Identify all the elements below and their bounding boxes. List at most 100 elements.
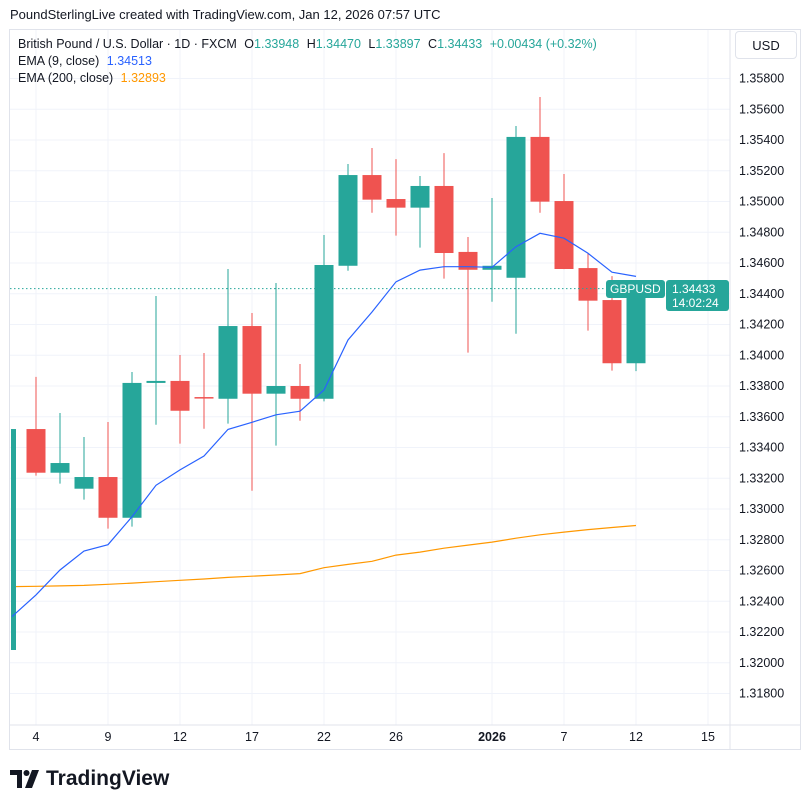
- candle-body: [146, 380, 166, 383]
- candle: [122, 372, 142, 527]
- candle-body: [410, 185, 430, 208]
- candle: [170, 354, 190, 444]
- candle-body: [578, 268, 598, 301]
- symbol-title[interactable]: British Pound / U.S. Dollar · 1D · FXCM: [18, 37, 237, 51]
- chart-credit: PoundSterlingLive created with TradingVi…: [10, 7, 441, 22]
- candle-body: [386, 199, 406, 208]
- change-value: +0.00434 (+0.32%): [489, 37, 597, 51]
- candle: [578, 253, 598, 331]
- candle-body: [626, 288, 646, 364]
- candle-body: [506, 136, 526, 278]
- candle: [530, 96, 550, 213]
- candle-body: [434, 185, 454, 254]
- candle: [194, 352, 214, 429]
- grid: [10, 30, 730, 725]
- x-tick-label: 12: [173, 730, 187, 744]
- y-tick-label: 1.33200: [739, 471, 784, 485]
- y-tick-label: 1.33600: [739, 410, 784, 424]
- ema9-line: [11, 232, 637, 618]
- candle: [50, 413, 70, 484]
- ema200-label: EMA (200, close): [18, 71, 114, 85]
- x-tick-label: 9: [105, 730, 112, 744]
- candle: [554, 173, 574, 270]
- ema9-value: 1.34513: [106, 54, 152, 68]
- y-tick-label: 1.32800: [739, 533, 784, 547]
- y-tick-label: 1.31800: [739, 687, 784, 701]
- ema200-line: [11, 524, 637, 588]
- candle: [266, 282, 286, 446]
- close-value: 1.34433: [437, 37, 483, 51]
- high-value: 1.34470: [315, 37, 361, 51]
- ema200-layer: [11, 524, 637, 588]
- candle-body: [194, 397, 214, 399]
- last-price: 1.34433: [672, 281, 716, 296]
- low-label: L: [368, 37, 376, 51]
- candle: [218, 268, 238, 424]
- candle: [458, 237, 478, 353]
- currency-button[interactable]: USD: [735, 31, 797, 59]
- candle-body: [602, 300, 622, 364]
- candle-body: [530, 136, 550, 202]
- candle: [11, 429, 16, 650]
- ema200-row[interactable]: EMA (200, close) 1.32893: [18, 70, 601, 87]
- tradingview-logo-icon: [10, 770, 39, 788]
- y-tick-label: 1.33000: [739, 502, 784, 516]
- candle-body: [98, 477, 118, 518]
- candle: [506, 126, 526, 334]
- y-tick-label: 1.33800: [739, 379, 784, 393]
- candle-body: [242, 326, 262, 394]
- y-tick-label: 1.32200: [739, 625, 784, 639]
- candle-body: [266, 386, 286, 394]
- candle: [386, 159, 406, 236]
- candle-body: [554, 201, 574, 269]
- candle: [362, 147, 382, 213]
- candle-body: [314, 264, 334, 399]
- candle: [338, 163, 358, 271]
- y-tick-label: 1.32400: [739, 594, 784, 608]
- y-tick-label: 1.33400: [739, 441, 784, 455]
- open-label: O: [244, 37, 255, 51]
- close-label: C: [428, 37, 438, 51]
- x-tick-label: 2026: [478, 730, 506, 744]
- bar-countdown: 14:02:24: [672, 295, 719, 310]
- y-tick-label: 1.35000: [739, 195, 784, 209]
- x-tick-label: 7: [561, 730, 568, 744]
- y-tick-label: 1.32600: [739, 564, 784, 578]
- candle-body: [290, 386, 310, 399]
- x-tick-label: 22: [317, 730, 331, 744]
- candle: [74, 437, 94, 500]
- y-tick-label: 1.34800: [739, 225, 784, 239]
- candle-body: [50, 463, 70, 473]
- y-tick-label: 1.35600: [739, 102, 784, 116]
- x-tick-label: 4: [33, 730, 40, 744]
- candle-body: [26, 429, 46, 473]
- last-price-label: 1.34433 14:02:24: [666, 279, 729, 311]
- y-tick-label: 1.34600: [739, 256, 784, 270]
- candle: [314, 235, 334, 402]
- candle-body: [338, 175, 358, 266]
- x-tick-label: 15: [701, 730, 715, 744]
- y-tick-label: 1.35400: [739, 133, 784, 147]
- x-tick-label: 26: [389, 730, 403, 744]
- open-value: 1.33948: [254, 37, 300, 51]
- candle: [26, 376, 46, 476]
- y-tick-label: 1.34000: [739, 348, 784, 362]
- candle: [242, 312, 262, 491]
- ema200-value: 1.32893: [120, 71, 166, 85]
- ema9-row[interactable]: EMA (9, close) 1.34513: [18, 53, 601, 70]
- candle-body: [458, 251, 478, 270]
- candle: [146, 296, 166, 425]
- x-tick-label: 12: [629, 730, 643, 744]
- y-tick-label: 1.35200: [739, 164, 784, 178]
- chart-frame: [9, 29, 801, 750]
- candle: [98, 421, 118, 529]
- symbol-tag: GBPUSD: [606, 279, 665, 298]
- candle-body: [74, 477, 94, 489]
- candle-body: [11, 429, 16, 650]
- tradingview-logo[interactable]: TradingView: [10, 767, 169, 791]
- low-value: 1.33897: [375, 37, 421, 51]
- candle: [410, 175, 430, 248]
- y-tick-label: 1.34400: [739, 287, 784, 301]
- ema9-label: EMA (9, close): [18, 54, 100, 68]
